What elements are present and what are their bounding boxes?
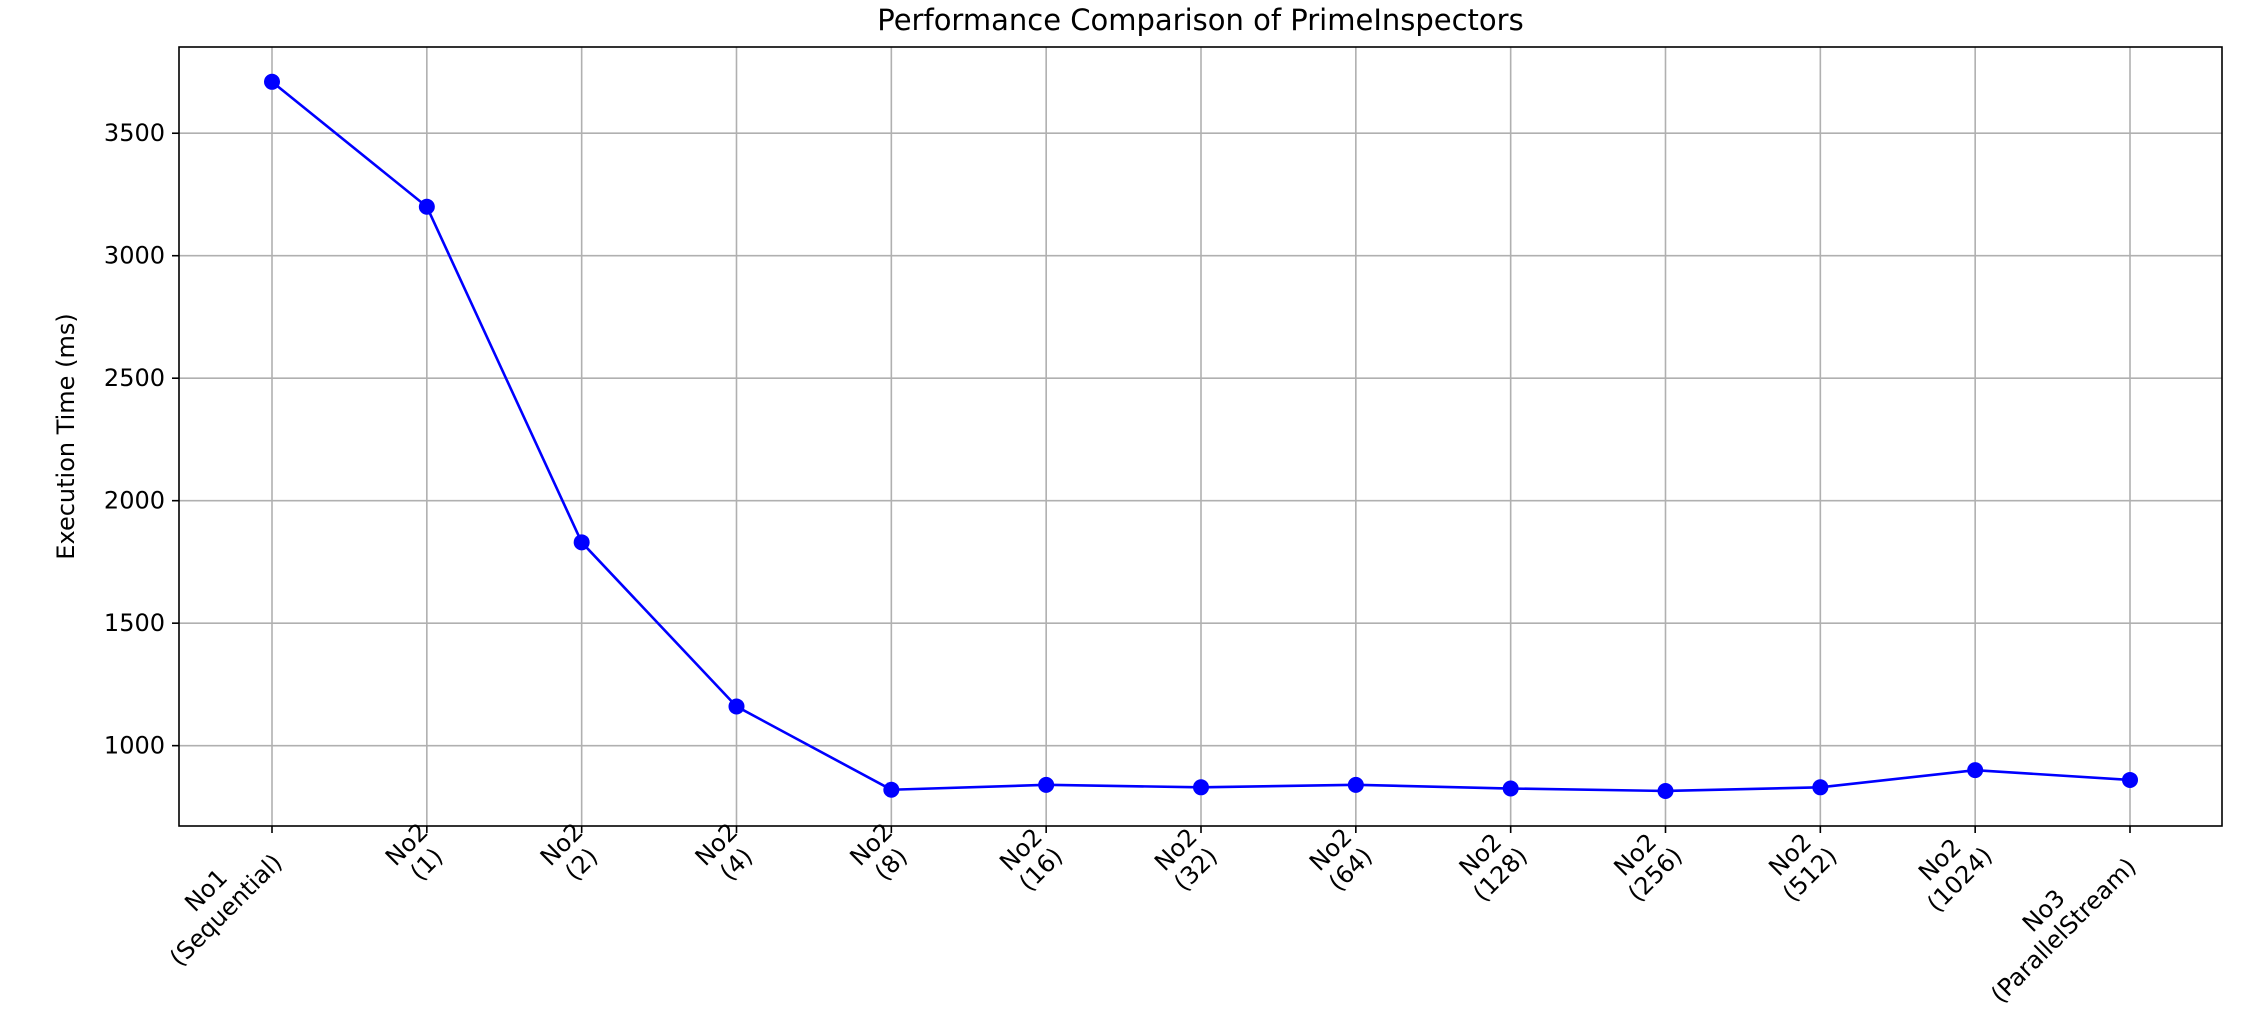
x-tick-label-line: (ParallelStream) [1985, 852, 2141, 1008]
data-point [573, 534, 590, 551]
data-point [1502, 780, 1519, 797]
data-point [1812, 779, 1829, 796]
data-point [264, 73, 280, 90]
data-point [1347, 776, 1364, 793]
x-tick-label: No1(Sequential) [144, 829, 287, 972]
x-tick-label: No2(128) [1448, 822, 1533, 907]
x-tick-label: No2(8) [844, 818, 917, 891]
y-axis-ticks: 1000 1500 2000 2500 3000 3500 [104, 119, 179, 760]
data-point [883, 781, 900, 798]
data-point [1193, 779, 1209, 796]
x-tick-label: No2(256) [1603, 822, 1688, 907]
y-tick-label: 2000 [104, 487, 165, 515]
x-tick-label: No2(512) [1757, 822, 1842, 907]
x-tick-label-line: (Sequential) [164, 848, 287, 971]
x-tick-label: No2(4) [690, 818, 763, 891]
data-point [2122, 771, 2138, 788]
y-tick-label: 1000 [104, 732, 165, 760]
x-axis-ticks: No1(Sequential) No2(1) No2(2) No2(4) No2(8) N… [144, 818, 2142, 1009]
data-point [1967, 762, 1984, 779]
y-tick-label: 1500 [104, 609, 165, 637]
y-tick-label: 2500 [104, 364, 165, 392]
y-tick-label: 3000 [104, 242, 165, 270]
x-tick-label: No2(1) [380, 818, 453, 891]
grid-lines [179, 47, 2222, 826]
data-point [1038, 776, 1055, 793]
data-point [418, 198, 435, 215]
data-point [1657, 782, 1674, 799]
y-tick-label: 3500 [104, 119, 165, 147]
x-tick-label: No2(1024) [1902, 822, 1998, 918]
data-point [728, 698, 745, 715]
x-tick-label: No2(16) [994, 822, 1068, 896]
x-tick-label: No2(32) [1149, 822, 1223, 896]
chart-title: Performance Comparison of PrimeInspector… [877, 3, 1523, 37]
x-tick-label: No2(64) [1303, 822, 1377, 896]
y-axis-label: Execution Time (ms) [52, 313, 80, 559]
series-layer [264, 73, 2138, 799]
x-tick-label: No2(2) [535, 818, 608, 891]
